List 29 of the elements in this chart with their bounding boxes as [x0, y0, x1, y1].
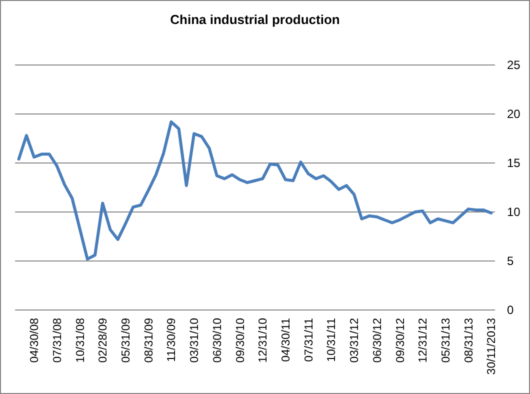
- x-tick-label: 06/30/10: [212, 318, 224, 363]
- x-tick-label: 03/31/12: [349, 318, 362, 363]
- x-tick-label: 05/31/09: [120, 318, 132, 363]
- x-tick-label: 07/31/08: [52, 318, 64, 363]
- y-tick-label: 10: [507, 205, 521, 220]
- x-tick-label: 03/31/10: [189, 318, 202, 363]
- x-tick-label: 02/28/09: [98, 318, 110, 363]
- x-tick-label: 05/31/13: [440, 318, 452, 363]
- x-tick-label: 10/31/08: [74, 318, 87, 363]
- x-tick-label: 30/11/2013: [486, 318, 498, 375]
- x-tick-label: 10/31/11: [326, 318, 338, 362]
- x-tick-label: 09/30/10: [234, 318, 247, 363]
- y-tick-label: 5: [507, 254, 514, 268]
- x-tick-label: 12/31/12: [418, 318, 430, 363]
- y-tick-label: 0: [507, 303, 514, 318]
- chart-title: China industrial production: [170, 12, 340, 27]
- x-tick-label: 04/30/11: [280, 318, 292, 362]
- x-tick-label: 08/31/09: [143, 318, 156, 363]
- x-tick-label: 08/31/13: [463, 318, 476, 363]
- x-tick-label: 06/30/12: [372, 318, 384, 363]
- y-tick-label: 15: [507, 156, 521, 170]
- x-tick-label: 09/30/12: [394, 318, 407, 363]
- x-tick-label: 12/31/10: [258, 318, 270, 363]
- y-tick-label: 20: [507, 107, 521, 122]
- line-series: [17, 120, 493, 261]
- y-tick-label: 25: [507, 58, 521, 72]
- x-tick-label: 04/30/08: [29, 318, 42, 363]
- x-tick-label: 07/31/11: [303, 318, 316, 362]
- x-tick-label: 11/30/09: [166, 318, 178, 362]
